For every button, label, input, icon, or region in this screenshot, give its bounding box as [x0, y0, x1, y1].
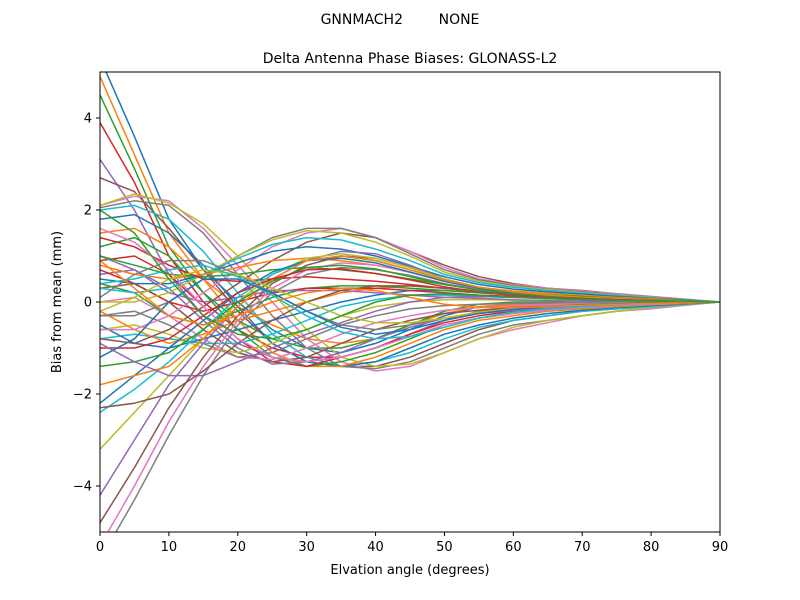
y-tick-label: 2 [84, 204, 92, 219]
chart-title: Delta Antenna Phase Biases: GLONASS-L2 [263, 51, 558, 67]
x-tick-label: 0 [96, 540, 104, 555]
series-line-52 [100, 260, 720, 326]
x-tick-label: 40 [367, 540, 384, 555]
series-line-46 [100, 285, 720, 409]
x-tick-label: 50 [436, 540, 453, 555]
series-line-10 [100, 204, 720, 368]
series-line-42 [100, 255, 720, 386]
y-tick-label: −4 [73, 480, 92, 495]
x-tick-label: 10 [161, 540, 178, 555]
series-lines [100, 72, 720, 532]
series-line-27 [100, 227, 720, 331]
y-tick-label: 4 [84, 112, 92, 127]
x-tick-label: 70 [574, 540, 591, 555]
series-line-9 [100, 193, 720, 368]
x-tick-label: 60 [505, 540, 522, 555]
x-axis: 0 10 20 30 40 50 60 70 80 90 [96, 532, 728, 555]
x-tick-label: 20 [230, 540, 247, 555]
series-line-53 [100, 209, 720, 340]
y-axis: −4 −2 0 2 4 [73, 112, 100, 495]
y-tick-label: −2 [73, 388, 92, 403]
x-tick-label: 30 [298, 540, 315, 555]
y-axis-label: Bias from mean (mm) [50, 231, 65, 373]
x-tick-label: 90 [712, 540, 729, 555]
x-axis-label: Elvation angle (degrees) [330, 563, 489, 578]
figure-suptitle: GNNMACH2 NONE [321, 12, 480, 28]
x-tick-label: 80 [643, 540, 660, 555]
y-tick-label: 0 [84, 296, 92, 311]
